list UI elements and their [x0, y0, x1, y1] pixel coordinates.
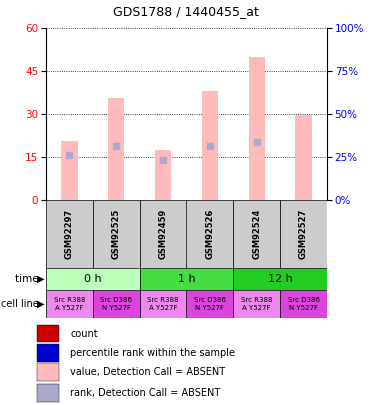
Text: value, Detection Call = ABSENT: value, Detection Call = ABSENT	[70, 367, 226, 377]
Bar	[233, 290, 280, 318]
Bar	[280, 290, 327, 318]
Text: 12 h: 12 h	[268, 274, 293, 284]
Bar	[187, 290, 233, 318]
Text: GSM92525: GSM92525	[112, 209, 121, 259]
Bar	[46, 268, 139, 290]
Text: count: count	[70, 329, 98, 339]
Text: time: time	[16, 274, 42, 284]
Bar	[155, 150, 171, 200]
Bar	[139, 268, 233, 290]
Text: GDS1788 / 1440455_at: GDS1788 / 1440455_at	[112, 5, 259, 18]
Bar	[187, 200, 233, 268]
Bar	[93, 200, 139, 268]
Bar	[37, 325, 59, 342]
Bar	[233, 268, 327, 290]
Text: Src R388
A Y527F: Src R388 A Y527F	[54, 297, 85, 311]
Bar	[295, 115, 312, 200]
Bar	[37, 384, 59, 401]
Text: percentile rank within the sample: percentile rank within the sample	[70, 348, 236, 358]
Text: Src D386
N Y527F: Src D386 N Y527F	[194, 297, 226, 311]
Bar	[280, 200, 327, 268]
Bar	[61, 141, 78, 200]
Bar	[233, 200, 280, 268]
Text: ▶: ▶	[37, 274, 44, 284]
Bar	[93, 290, 139, 318]
Bar	[108, 98, 124, 200]
Text: GSM92459: GSM92459	[158, 209, 168, 259]
Text: ▶: ▶	[37, 299, 44, 309]
Bar	[139, 200, 187, 268]
Text: GSM92297: GSM92297	[65, 209, 74, 259]
Text: 1 h: 1 h	[178, 274, 195, 284]
Bar	[37, 344, 59, 362]
Text: 0 h: 0 h	[84, 274, 102, 284]
Bar	[46, 290, 93, 318]
Bar	[139, 290, 187, 318]
Text: Src R388
A Y527F: Src R388 A Y527F	[147, 297, 179, 311]
Text: GSM92527: GSM92527	[299, 209, 308, 259]
Bar	[37, 363, 59, 381]
Text: GSM92524: GSM92524	[252, 209, 261, 259]
Bar	[46, 200, 93, 268]
Text: Src R388
A Y527F: Src R388 A Y527F	[241, 297, 273, 311]
Text: cell line: cell line	[1, 299, 42, 309]
Text: Src D386
N Y527F: Src D386 N Y527F	[100, 297, 132, 311]
Bar	[249, 57, 265, 200]
Text: Src D386
N Y527F: Src D386 N Y527F	[288, 297, 319, 311]
Text: rank, Detection Call = ABSENT: rank, Detection Call = ABSENT	[70, 388, 221, 398]
Text: GSM92526: GSM92526	[206, 209, 214, 259]
Bar	[202, 91, 218, 200]
